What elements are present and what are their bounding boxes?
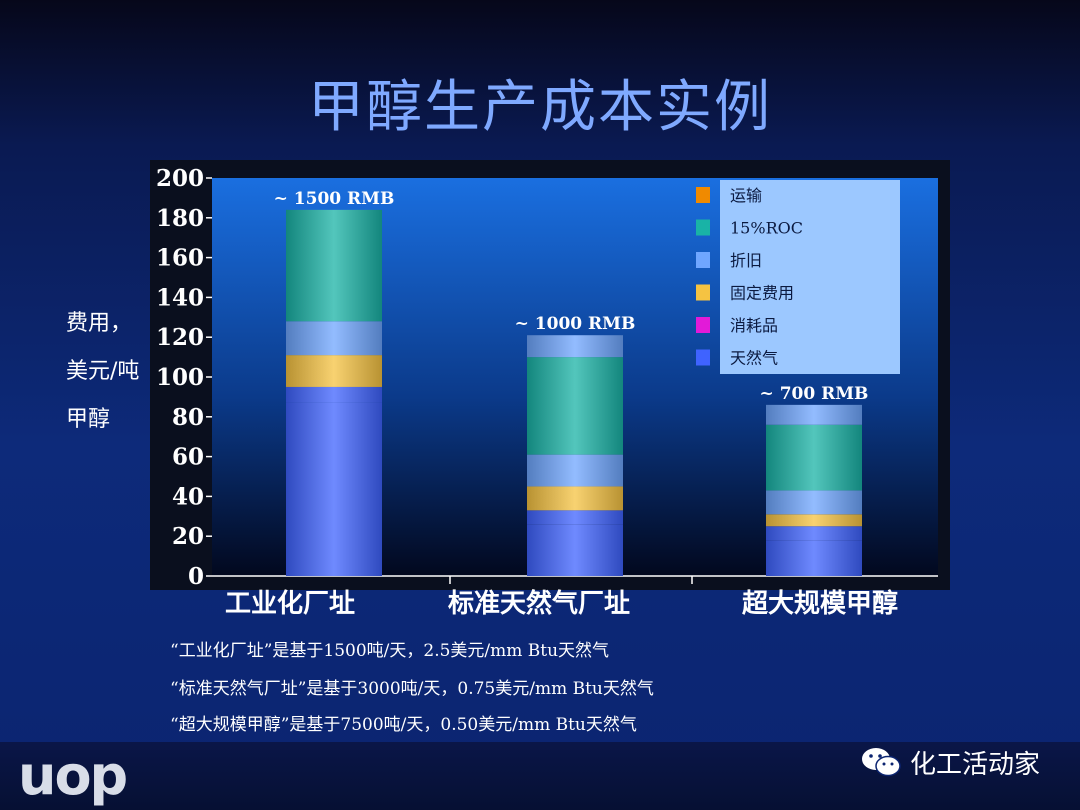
bar-segment [766, 404, 862, 425]
legend-label: 天然气 [730, 349, 778, 368]
y-axis-label: 费用， 美元/吨 甲醇 [66, 300, 139, 444]
legend-swatch [696, 349, 710, 366]
y-tick-label: 80 [172, 404, 204, 431]
footnote: “标准天然气厂址”是基于3000吨/天，0.75美元/mm Btu天然气 [170, 679, 654, 699]
x-category-label: 超大规模甲醇 [742, 588, 898, 619]
y-tick-label: 20 [172, 523, 204, 550]
bar-segment [527, 357, 623, 455]
legend-swatch [696, 187, 710, 203]
wechat-icon [862, 748, 901, 777]
bar-segment [286, 386, 382, 403]
y-tick-label: 160 [156, 245, 204, 272]
x-category-label: 工业化厂址 [225, 589, 355, 619]
footnote: “超大规模甲醇”是基于7500吨/天，0.50美元/mm Btu天然气 [170, 715, 637, 735]
y-tick-label: 180 [156, 205, 204, 232]
bar-total-label: ~ 1000 RMB [515, 314, 636, 334]
legend-swatch [696, 219, 710, 236]
bar-segment [766, 424, 862, 491]
bar-segment [766, 490, 862, 515]
uop-logo: uop [18, 744, 128, 807]
bar-segment [527, 335, 623, 358]
bar-total-label: ~ 1500 RMB [274, 189, 395, 209]
legend-swatch [696, 252, 710, 268]
bar-segment [286, 209, 382, 322]
y-axis-label-line: 费用， [66, 311, 133, 336]
legend-swatch [696, 284, 710, 301]
bar-segment [527, 486, 623, 511]
y-tick-label: 140 [156, 284, 204, 311]
legend-label: 固定费用 [730, 284, 794, 303]
bar-segment [286, 402, 382, 576]
stacked-bar-chart: 0 20 40 60 80 100 120 140 160 180 200 ~ 1500 RMB ~ … [150, 160, 950, 619]
y-axis-label-line: 美元/吨 [66, 359, 140, 384]
brand: 化工活动家 [860, 742, 1040, 782]
bar-total-label: ~ 700 RMB [760, 384, 869, 404]
bar-segment [286, 321, 382, 356]
legend-label: 折旧 [730, 251, 762, 270]
bar-segment [766, 540, 862, 576]
bar-segment [286, 355, 382, 387]
legend-box [720, 180, 900, 374]
legend-label: 消耗品 [730, 316, 778, 335]
y-tick-label: 60 [172, 444, 204, 471]
brand-name: 化工活动家 [910, 749, 1041, 780]
legend-swatch [696, 317, 710, 333]
y-tick-label: 0 [188, 563, 204, 590]
bar-segment [766, 514, 862, 527]
legend-label: 运输 [730, 186, 762, 205]
bar-segment [766, 526, 862, 541]
y-tick-label: 40 [172, 483, 204, 510]
y-tick-label: 100 [156, 364, 204, 391]
bar-segment [527, 454, 623, 487]
y-tick-label: 120 [156, 324, 204, 351]
legend-label: 15%ROC [730, 219, 803, 238]
footnote: “工业化厂址”是基于1500吨/天，2.5美元/mm Btu天然气 [170, 641, 610, 661]
slide-title: 甲醇生产成本实例 [308, 75, 772, 140]
bar-segment [527, 524, 623, 576]
bar-segment [527, 510, 623, 525]
footer-bar [0, 742, 1080, 810]
y-tick-label: 200 [156, 165, 204, 192]
x-category-label: 标准天然气厂址 [448, 588, 630, 619]
y-axis-label-line: 甲醇 [66, 407, 111, 432]
